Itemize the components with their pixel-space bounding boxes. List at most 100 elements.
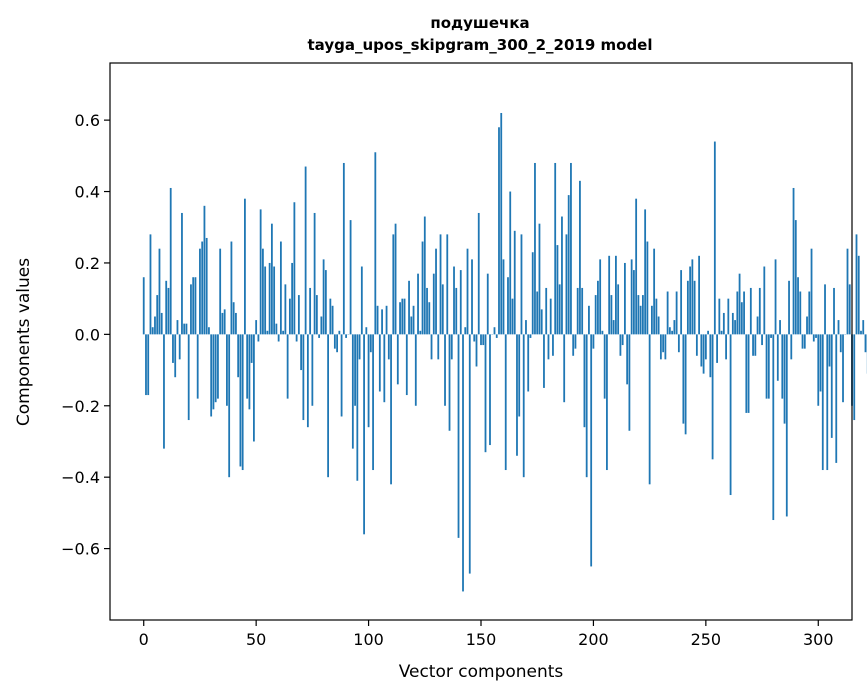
bar-109 bbox=[387, 334, 390, 360]
bar-81 bbox=[324, 270, 327, 335]
bar-289 bbox=[792, 187, 795, 335]
bar-299 bbox=[815, 334, 817, 338]
bar-24 bbox=[196, 334, 199, 399]
bar-4 bbox=[151, 327, 154, 335]
bar-305 bbox=[828, 334, 831, 367]
bar-50 bbox=[255, 320, 258, 335]
bar-205 bbox=[603, 334, 606, 399]
bar-97 bbox=[360, 266, 363, 335]
bar-87 bbox=[338, 330, 341, 335]
bar-194 bbox=[579, 180, 581, 335]
bar-167 bbox=[518, 334, 521, 417]
bar-195 bbox=[581, 287, 584, 335]
bar-56 bbox=[268, 262, 271, 335]
bar-209 bbox=[612, 320, 615, 335]
bar-34 bbox=[219, 248, 222, 335]
bar-291 bbox=[797, 277, 799, 335]
bar-165 bbox=[513, 230, 516, 335]
bar-242 bbox=[686, 280, 689, 335]
bar-6 bbox=[156, 295, 159, 335]
bar-99 bbox=[365, 327, 368, 335]
bar-15 bbox=[176, 320, 179, 335]
bar-297 bbox=[810, 248, 813, 335]
x-tick-label: 250 bbox=[691, 630, 722, 649]
y-tick-label: 0.4 bbox=[75, 183, 100, 202]
bar-196 bbox=[583, 334, 586, 428]
bar-254 bbox=[713, 141, 716, 335]
bar-245 bbox=[693, 280, 696, 335]
bar-214 bbox=[624, 262, 626, 335]
bar-301 bbox=[819, 334, 822, 392]
bar-231 bbox=[662, 334, 665, 353]
bar-257 bbox=[720, 330, 723, 335]
bar-131 bbox=[437, 334, 440, 360]
bar-127 bbox=[428, 302, 431, 335]
bar-197 bbox=[585, 334, 588, 478]
bar-26 bbox=[201, 241, 204, 335]
bar-25 bbox=[199, 248, 201, 335]
bars-group bbox=[142, 112, 867, 592]
bar-88 bbox=[340, 334, 343, 417]
bar-183 bbox=[554, 162, 557, 335]
bar-255 bbox=[716, 334, 718, 363]
bar-103 bbox=[374, 152, 377, 335]
bar-141 bbox=[459, 270, 462, 335]
bar-237 bbox=[675, 291, 678, 335]
bar-248 bbox=[700, 334, 703, 367]
bar-198 bbox=[588, 305, 590, 335]
bar-30 bbox=[210, 334, 213, 417]
bar-210 bbox=[615, 255, 617, 335]
bar-239 bbox=[680, 270, 683, 335]
bar-147 bbox=[473, 334, 476, 342]
bar-192 bbox=[574, 334, 577, 349]
bar-100 bbox=[367, 334, 370, 428]
x-axis-label: Vector components bbox=[399, 662, 564, 682]
bar-58 bbox=[273, 266, 276, 335]
bar-126 bbox=[426, 287, 428, 335]
bar-223 bbox=[644, 209, 647, 335]
bar-174 bbox=[534, 162, 536, 335]
bar-247 bbox=[698, 255, 700, 335]
bar-29 bbox=[208, 327, 210, 335]
bar-253 bbox=[711, 334, 714, 460]
bar-93 bbox=[351, 334, 354, 449]
bar-164 bbox=[511, 298, 514, 335]
bar-235 bbox=[671, 330, 674, 335]
bar-166 bbox=[516, 334, 518, 456]
bar-86 bbox=[336, 334, 338, 353]
bar-117 bbox=[405, 334, 408, 396]
bar-96 bbox=[358, 334, 361, 360]
bar-270 bbox=[749, 287, 752, 335]
bar-300 bbox=[817, 334, 820, 406]
x-tick-label: 150 bbox=[466, 630, 497, 649]
bar-250 bbox=[704, 334, 707, 360]
bar-144 bbox=[466, 248, 469, 335]
bar-207 bbox=[608, 255, 611, 335]
bar-285 bbox=[783, 334, 786, 424]
bar-45 bbox=[244, 198, 246, 335]
bar-146 bbox=[471, 259, 473, 335]
bar-83 bbox=[329, 298, 332, 335]
bar-70 bbox=[300, 334, 303, 371]
bar-217 bbox=[630, 259, 633, 335]
bar-90 bbox=[345, 334, 347, 338]
bar-215 bbox=[626, 334, 629, 385]
bar-233 bbox=[666, 291, 669, 335]
bar-114 bbox=[399, 302, 401, 335]
bar-230 bbox=[659, 334, 662, 360]
bar-18 bbox=[183, 323, 186, 335]
y-axis-label: Components values bbox=[14, 258, 34, 426]
bar-52 bbox=[259, 209, 262, 335]
bar-304 bbox=[826, 334, 829, 471]
bar-21 bbox=[190, 284, 192, 335]
bar-156 bbox=[493, 327, 496, 335]
bar-222 bbox=[641, 295, 644, 335]
bar-218 bbox=[633, 270, 635, 335]
bar-10 bbox=[165, 280, 168, 335]
bar-65 bbox=[288, 298, 291, 335]
y-tick-label: −0.6 bbox=[61, 540, 100, 559]
bar-66 bbox=[291, 262, 294, 335]
bar-27 bbox=[203, 205, 206, 335]
bar-9 bbox=[163, 334, 165, 449]
bar-271 bbox=[752, 334, 754, 356]
